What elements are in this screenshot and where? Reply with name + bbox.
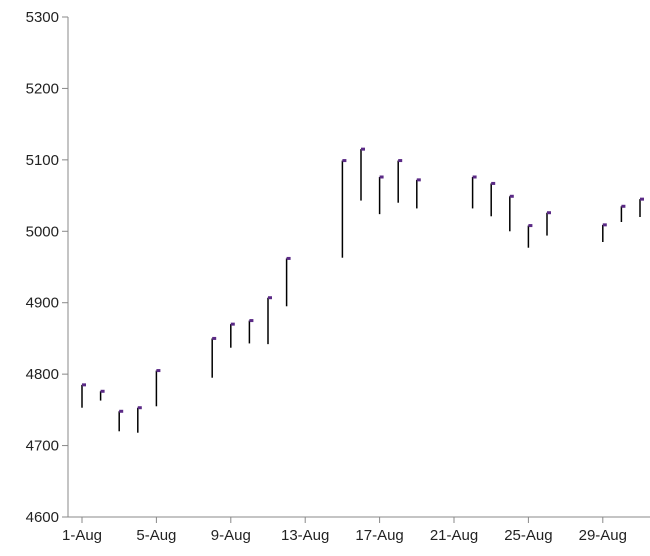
hlc-bar — [248, 319, 254, 344]
hlc-bar — [81, 383, 86, 408]
hlc-bar — [230, 322, 235, 348]
x-tick-label: 21-Aug — [430, 527, 478, 544]
hlc-bar — [341, 159, 347, 258]
hlc-bar — [137, 406, 142, 433]
price-marks — [81, 147, 644, 433]
x-tick-label: 17-Aug — [355, 527, 403, 544]
x-tick-label: 1-Aug — [62, 527, 102, 544]
y-tick-label: 4900 — [26, 295, 59, 312]
hlc-bar — [620, 204, 626, 222]
hlc-bar — [416, 178, 421, 209]
hlc-bar — [267, 296, 272, 345]
hlc-bar — [602, 223, 607, 242]
hlc-bar — [211, 336, 217, 378]
y-tick-label: 4700 — [26, 438, 59, 455]
y-tick-label: 4800 — [26, 366, 59, 383]
x-tick-label: 9-Aug — [211, 527, 251, 544]
hlc-bar — [285, 256, 291, 307]
y-axis-ticks: 4600 4700 4800 4900 5000 5100 5200 5300 — [26, 9, 68, 526]
x-tick-label: 29-Aug — [579, 527, 627, 544]
y-tick-label: 5100 — [26, 152, 59, 169]
hlc-bar — [155, 369, 161, 407]
y-tick-label: 4600 — [26, 509, 59, 526]
x-tick-label: 25-Aug — [504, 527, 552, 544]
hlc-bar — [378, 175, 384, 215]
hlc-bar — [397, 159, 403, 203]
hlc-bar — [527, 224, 533, 248]
hlc-bar — [546, 211, 551, 236]
hlc-bar — [99, 389, 105, 401]
y-tick-label: 5200 — [26, 80, 59, 97]
hlc-bar — [471, 175, 477, 209]
hlc-bar — [360, 147, 365, 201]
hlc-bar — [118, 409, 124, 432]
x-axis-ticks: 1-Aug 5-Aug 9-Aug 13-Aug 17-Aug 21-Aug 25-Aug 2… — [62, 517, 627, 544]
x-tick-label: 5-Aug — [136, 527, 176, 544]
y-tick-label: 5300 — [26, 9, 59, 26]
hlc-bar — [490, 181, 496, 217]
x-tick-label: 13-Aug — [281, 527, 329, 544]
y-tick-label: 5000 — [26, 223, 59, 240]
axes — [67, 17, 650, 518]
hlc-bar — [639, 197, 644, 217]
hlc-bar — [509, 194, 514, 232]
